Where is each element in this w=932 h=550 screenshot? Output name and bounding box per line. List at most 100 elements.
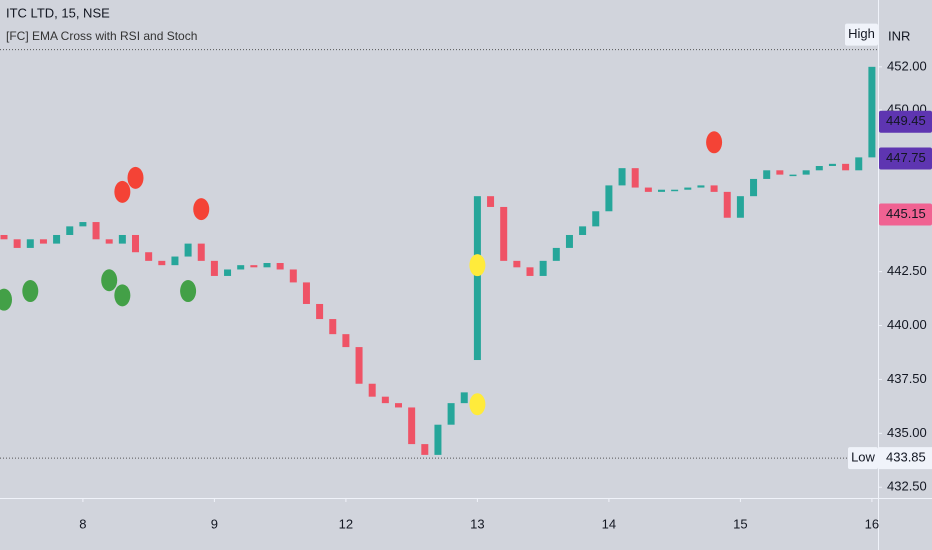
y-tick-label: 437.50 xyxy=(887,371,927,386)
x-tick-label: 8 xyxy=(79,516,86,531)
candle-body xyxy=(13,239,21,248)
x-tick-label: 16 xyxy=(865,516,879,531)
chart-title: ITC LTD, 15, NSE xyxy=(6,5,110,20)
candle-body xyxy=(539,260,547,276)
candle-body xyxy=(789,174,797,177)
candle-body xyxy=(842,163,850,171)
price-badge-label: 445.15 xyxy=(886,206,926,221)
y-tick-label: 442.50 xyxy=(887,263,927,278)
signal-dot xyxy=(0,288,12,311)
candle-body xyxy=(434,424,442,455)
candle-body xyxy=(658,189,665,192)
high-label: High xyxy=(848,26,875,41)
signal-dot xyxy=(706,131,723,154)
chart-subtitle: [FC] EMA Cross with RSI and Stoch xyxy=(6,29,197,43)
candle-body xyxy=(815,166,823,171)
candle-body xyxy=(368,383,376,397)
candle-body xyxy=(526,267,534,276)
candle-body xyxy=(736,196,744,218)
candle-body xyxy=(565,234,573,248)
candle-body xyxy=(855,157,863,171)
price-badge-label: 449.45 xyxy=(886,113,926,128)
candle-body xyxy=(158,260,166,266)
signal-dot xyxy=(114,284,131,307)
candle-body xyxy=(631,168,639,188)
candle-body xyxy=(776,170,784,175)
x-tick-label: 15 xyxy=(733,516,747,531)
candle-body xyxy=(302,282,310,304)
candle-body xyxy=(342,334,350,348)
signal-dot xyxy=(114,180,131,203)
signal-dot xyxy=(22,280,39,303)
candle-body xyxy=(132,234,139,253)
candle-body xyxy=(66,226,74,235)
candle-body xyxy=(460,392,468,404)
x-tick-label: 14 xyxy=(602,516,616,531)
candle-body xyxy=(329,319,337,335)
candle-body xyxy=(237,265,245,270)
candle-body xyxy=(605,185,613,212)
candle-body xyxy=(750,178,758,197)
candle-body xyxy=(39,239,47,244)
candle-body xyxy=(513,260,521,268)
candle-body xyxy=(145,252,153,261)
candle-body xyxy=(53,234,61,244)
candle-body xyxy=(710,185,718,192)
signal-dot xyxy=(127,166,144,189)
x-tick-label: 12 xyxy=(339,516,353,531)
candle-body xyxy=(92,222,100,240)
candle-body xyxy=(250,265,258,268)
candle-body xyxy=(473,196,481,361)
candle-body xyxy=(592,211,600,227)
x-tick-label: 13 xyxy=(470,516,484,531)
low-label: Low xyxy=(851,450,875,465)
low-price-label: 433.85 xyxy=(886,450,926,465)
candle-body xyxy=(697,185,705,188)
y-tick-label: 435.00 xyxy=(887,425,927,440)
candle-body xyxy=(421,444,429,455)
candle-body xyxy=(197,243,205,261)
candle-body xyxy=(868,66,876,158)
candle-body xyxy=(618,168,626,186)
candle-body xyxy=(723,191,731,218)
candle-body xyxy=(316,303,324,320)
candle-body xyxy=(184,243,192,257)
candle-body xyxy=(224,269,232,276)
candle-body xyxy=(644,187,652,192)
signal-dot xyxy=(180,280,197,303)
signal-dot xyxy=(101,269,118,292)
y-tick-label: 440.00 xyxy=(887,317,927,332)
price-badge xyxy=(879,203,932,226)
candle-body xyxy=(500,206,508,261)
candle-body xyxy=(118,234,126,244)
candle-body xyxy=(0,234,8,240)
candle-body xyxy=(579,226,587,235)
low-price-badge xyxy=(879,447,932,470)
candle-body xyxy=(828,163,836,166)
candle-body xyxy=(671,189,679,192)
candle-body xyxy=(105,239,113,244)
y-tick-label: 452.00 xyxy=(887,58,927,73)
candle-body xyxy=(395,403,402,408)
candle-body xyxy=(487,196,495,207)
candle-body xyxy=(763,170,771,179)
candle-body xyxy=(79,222,87,227)
signal-dot xyxy=(469,393,486,416)
price-badge xyxy=(879,110,932,133)
signal-dot xyxy=(469,254,486,277)
signal-dot xyxy=(193,198,210,221)
candle-body xyxy=(289,269,297,283)
candle-body xyxy=(552,247,560,261)
candle-body xyxy=(171,256,179,266)
price-badge xyxy=(879,147,932,170)
x-tick-label: 9 xyxy=(211,516,218,531)
plot-area xyxy=(0,49,878,459)
y-tick-label: 432.50 xyxy=(887,479,927,494)
candle-body xyxy=(381,396,389,404)
candle-body xyxy=(447,403,455,425)
candle-body xyxy=(26,239,34,248)
y-axis-label: INR xyxy=(888,28,910,43)
price-badge-label: 447.75 xyxy=(886,150,926,165)
